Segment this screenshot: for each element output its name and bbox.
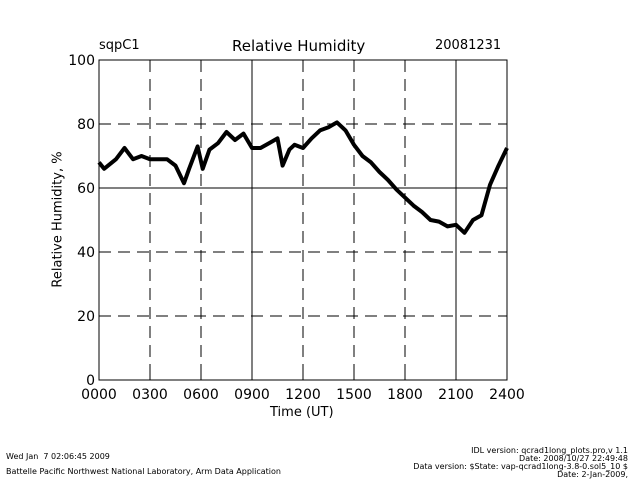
y-tick-label: 60	[77, 181, 95, 197]
series-line-relative-humidity	[97, 120, 509, 235]
y-tick-label: 40	[77, 245, 95, 261]
x-tick-label: 2100	[438, 387, 474, 403]
footer-data-version: Data version: $State: vap-qcrad1long-3.8…	[413, 462, 628, 471]
footer-idl-version: IDL version: qcrad1long_plots.pro,v 1.1	[471, 446, 628, 455]
y-tick-label: 80	[77, 117, 95, 133]
y-tick-label: 0	[86, 373, 95, 389]
plot-frame	[98, 59, 508, 381]
chart-title: Relative Humidity	[232, 37, 366, 55]
x-tick-label: 0900	[234, 387, 270, 403]
y-tick-label: 20	[77, 309, 95, 325]
x-axis-label: Time (UT)	[270, 405, 334, 420]
x-tick-label: 0300	[132, 387, 168, 403]
x-tick-label: 0000	[81, 387, 117, 403]
x-tick-label: 0600	[183, 387, 219, 403]
site-label: sqpC1	[99, 38, 140, 53]
footer-idl-date: Date: 2008/10/27 22:49:48	[519, 454, 628, 463]
footer-timestamp: Wed Jan 7 02:06:45 2009	[6, 452, 110, 461]
x-tick-label: 1200	[285, 387, 321, 403]
date-label: 20081231	[435, 38, 502, 53]
y-axis-label: Relative Humidity, %	[50, 151, 66, 288]
x-tick-label: 1500	[336, 387, 372, 403]
y-tick-label: 100	[68, 53, 95, 69]
footer-institution: Battelle Pacific Northwest National Labo…	[6, 467, 281, 476]
x-tick-label: 2400	[489, 387, 525, 403]
footer-data-date: Date: 2-Jan-2009,	[557, 470, 628, 479]
x-tick-label: 1800	[387, 387, 423, 403]
